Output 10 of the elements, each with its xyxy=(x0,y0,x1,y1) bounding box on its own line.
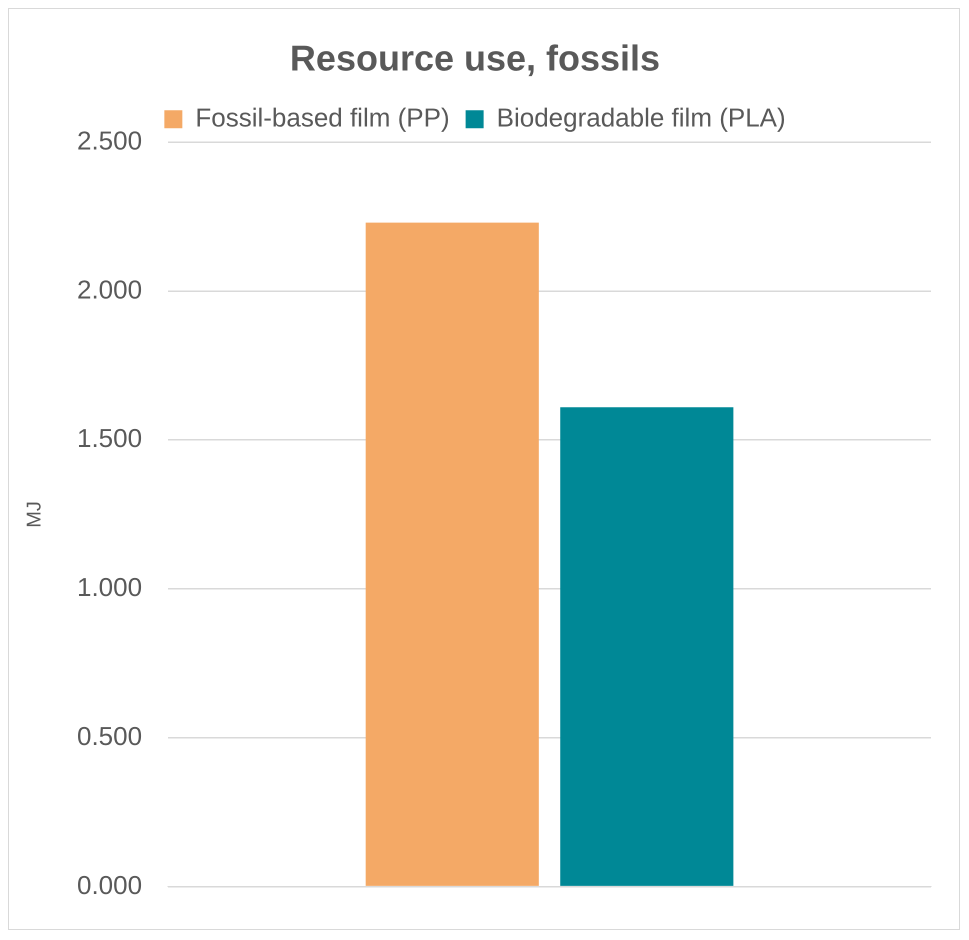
y-tick-label: 2.000 xyxy=(76,274,142,304)
legend-label: Biodegradable film (PLA) xyxy=(496,102,786,132)
y-tick-label: 1.000 xyxy=(76,572,142,602)
legend-label: Fossil-based film (PP) xyxy=(195,102,450,132)
y-axis-title: MJ xyxy=(24,501,46,528)
y-tick-label: 0.500 xyxy=(76,720,142,751)
y-tick-label: 2.500 xyxy=(76,125,142,156)
chart-title: Resource use, fossils xyxy=(290,38,660,79)
y-tick-label: 0.000 xyxy=(76,870,142,900)
y-tick-label: 1.500 xyxy=(76,423,142,454)
